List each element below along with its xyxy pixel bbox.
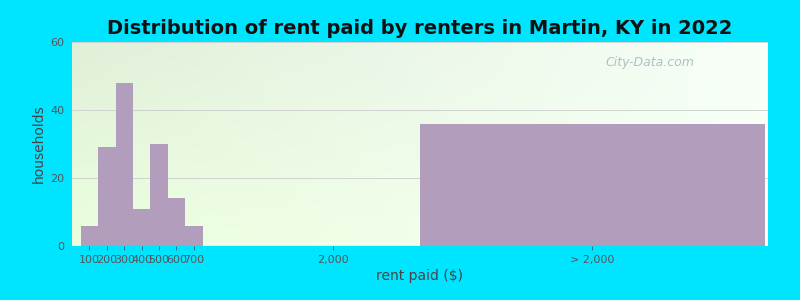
Bar bbox=[133, 208, 150, 246]
Bar bbox=[168, 198, 185, 246]
Bar bbox=[115, 83, 133, 246]
Bar bbox=[185, 226, 202, 246]
Bar bbox=[150, 144, 168, 246]
Text: City-Data.com: City-Data.com bbox=[606, 56, 694, 69]
X-axis label: rent paid ($): rent paid ($) bbox=[377, 269, 463, 283]
Bar bbox=[420, 124, 765, 246]
Bar bbox=[81, 226, 98, 246]
Y-axis label: households: households bbox=[32, 105, 46, 183]
Title: Distribution of rent paid by renters in Martin, KY in 2022: Distribution of rent paid by renters in … bbox=[107, 19, 733, 38]
Bar bbox=[98, 147, 115, 246]
